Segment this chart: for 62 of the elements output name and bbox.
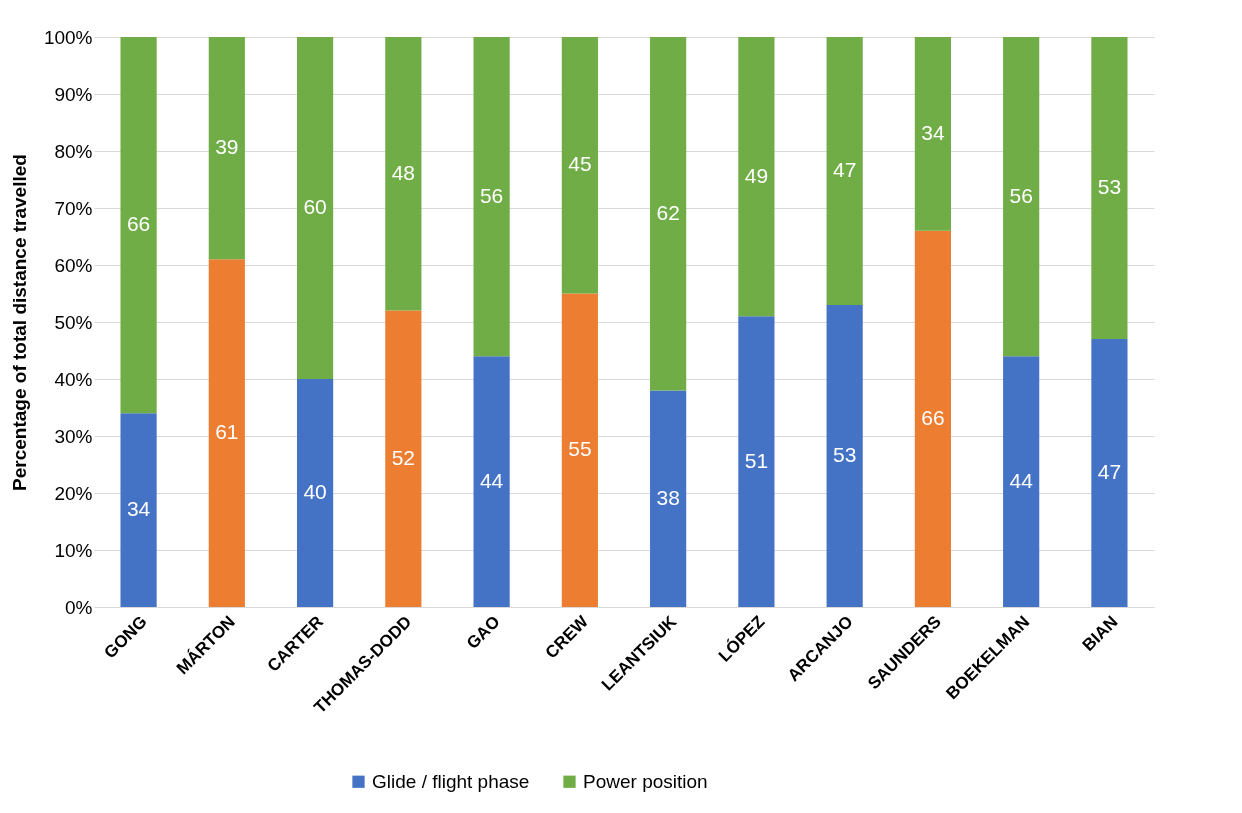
y-tick-label: 90% bbox=[54, 83, 93, 105]
data-label: 52 bbox=[391, 445, 416, 469]
bar bbox=[1091, 339, 1128, 607]
bar bbox=[385, 37, 422, 311]
data-label: 47 bbox=[832, 157, 857, 181]
bar bbox=[297, 37, 334, 379]
y-tick-label: 100% bbox=[43, 26, 93, 48]
bar bbox=[650, 390, 687, 607]
bar bbox=[738, 316, 775, 607]
y-tick-label: 30% bbox=[54, 425, 93, 447]
data-label: 47 bbox=[1097, 460, 1122, 484]
data-label: 44 bbox=[479, 468, 504, 492]
bar bbox=[914, 37, 951, 231]
data-label: 62 bbox=[656, 200, 680, 224]
y-tick-label: 20% bbox=[54, 482, 93, 504]
bar bbox=[208, 259, 245, 607]
y-tick-label: 80% bbox=[54, 140, 93, 162]
bar bbox=[1091, 37, 1128, 340]
bar bbox=[561, 293, 598, 607]
bar bbox=[826, 304, 863, 607]
bar bbox=[473, 37, 510, 357]
bar bbox=[1003, 37, 1040, 357]
data-label: 53 bbox=[832, 442, 857, 466]
bar bbox=[120, 37, 157, 414]
data-label: 40 bbox=[303, 480, 327, 503]
y-tick-label: 40% bbox=[54, 368, 93, 390]
data-label: 34 bbox=[921, 120, 945, 144]
bar bbox=[826, 37, 863, 305]
y-tick-label: 50% bbox=[54, 311, 93, 333]
y-axis-title: Percentage of total distance travelled bbox=[8, 154, 30, 491]
data-label: 66 bbox=[921, 405, 945, 429]
bar bbox=[385, 310, 422, 607]
bar bbox=[120, 413, 157, 607]
y-tick-label: 70% bbox=[54, 197, 93, 219]
data-label: 56 bbox=[1009, 183, 1033, 207]
data-label: 60 bbox=[303, 195, 327, 218]
data-label: 56 bbox=[479, 183, 504, 207]
bar bbox=[738, 37, 775, 317]
data-label: 38 bbox=[656, 485, 680, 509]
y-tick-label: 10% bbox=[54, 539, 93, 561]
data-label: 48 bbox=[391, 160, 416, 184]
bar bbox=[473, 356, 510, 607]
legend-label: Glide / flight phase bbox=[372, 770, 530, 792]
y-tick-label: 60% bbox=[54, 254, 93, 276]
data-label: 66 bbox=[126, 212, 151, 236]
bar bbox=[208, 37, 245, 260]
bar bbox=[914, 230, 951, 607]
data-label: 45 bbox=[568, 152, 592, 176]
bar bbox=[297, 379, 334, 607]
legend-label: Power position bbox=[583, 770, 708, 792]
data-label: 39 bbox=[215, 135, 239, 159]
y-tick-label: 0% bbox=[65, 596, 93, 618]
data-label: 34 bbox=[126, 497, 151, 521]
bar bbox=[561, 37, 598, 294]
data-label: 51 bbox=[744, 448, 769, 472]
data-label: 55 bbox=[568, 437, 592, 461]
data-label: 49 bbox=[744, 163, 769, 187]
bar bbox=[650, 37, 687, 391]
data-label: 53 bbox=[1097, 175, 1122, 199]
data-label: 61 bbox=[215, 420, 239, 444]
data-label: 44 bbox=[1009, 468, 1034, 492]
bar bbox=[1003, 356, 1040, 607]
